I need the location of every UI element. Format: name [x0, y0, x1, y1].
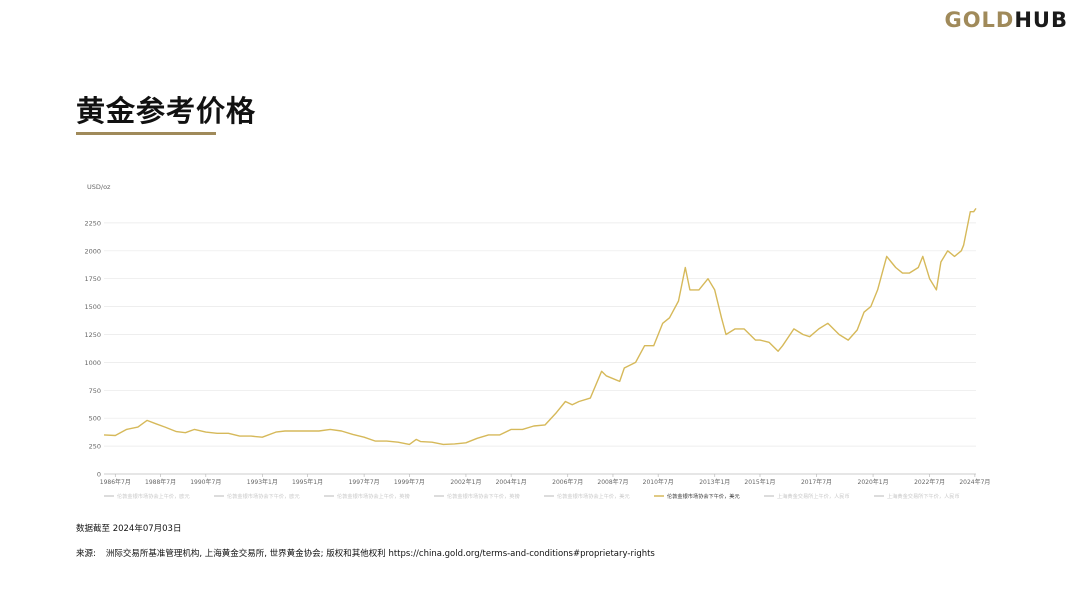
- logo-gold-text: GOLD: [944, 8, 1015, 32]
- legend-item-label: 伦敦金银市场协会下午价，欧元: [227, 492, 300, 500]
- x-tick-label: 1990年7月: [190, 478, 221, 486]
- source-text: 洲际交易所基准管理机构, 上海黄金交易所, 世界黄金协会; 版权和其他权利 ht…: [105, 549, 655, 559]
- legend-item-label: 伦敦金银市场协会上午价，欧元: [117, 492, 190, 500]
- title-underline: [76, 132, 216, 135]
- x-tick-label: 1999年7月: [394, 478, 425, 486]
- y-tick-label: 1250: [84, 331, 101, 339]
- y-tick-label: 1500: [84, 303, 101, 311]
- legend-item-label: 伦敦金银市场协会下午价，英镑: [447, 492, 520, 500]
- y-tick-label: 1750: [84, 275, 101, 283]
- x-tick-label: 2002年1月: [450, 478, 481, 486]
- y-tick-label: 1000: [84, 359, 101, 367]
- x-tick-label: 1997年7月: [349, 478, 380, 486]
- legend-item-label: 上海黄金交易所上午价，人民币: [777, 492, 850, 500]
- page-title: 黄金参考价格: [76, 94, 257, 128]
- x-tick-label: 1993年1月: [247, 478, 278, 486]
- y-tick-label: 2250: [84, 219, 101, 227]
- legend-item-label: 伦敦金银市场协会上午价，英镑: [337, 492, 410, 500]
- x-tick-label: 2004年1月: [496, 478, 527, 486]
- legend-item-label: 伦敦金银市场协会下午价，美元: [667, 492, 740, 500]
- x-tick-label: 2010年7月: [643, 478, 674, 486]
- x-tick-label: 2013年1月: [699, 478, 730, 486]
- source-label: 来源:: [76, 549, 96, 559]
- y-tick-label: 500: [89, 415, 101, 423]
- source-note: 来源: 洲际交易所基准管理机构, 上海黄金交易所, 世界黄金协会; 版权和其他权利…: [76, 547, 655, 559]
- legend-item-label: 伦敦金银市场协会上午价，美元: [557, 492, 630, 500]
- x-tick-label: 1988年7月: [145, 478, 176, 486]
- goldhub-logo: GOLDHUB: [944, 8, 1068, 32]
- logo-hub-text: HUB: [1014, 8, 1068, 32]
- series-line: [103, 207, 977, 446]
- x-tick-label: 1995年1月: [292, 478, 323, 486]
- legend-item-label: 上海黄金交易所下午价，人民币: [887, 492, 960, 500]
- x-tick-label: 2024年7月: [959, 478, 990, 486]
- y-tick-label: 2000: [84, 247, 101, 255]
- x-tick-label: 2017年7月: [801, 478, 832, 486]
- gold-price-chart: USD/oz 0 250 500 750 1000 1250 1500 1750 2000 2250…: [84, 183, 990, 500]
- x-tick-label: 2020年1月: [858, 478, 889, 486]
- x-tick-label: 1986年7月: [100, 478, 131, 486]
- y-tick-label: 250: [89, 443, 101, 451]
- x-tick-label: 2008年7月: [597, 478, 628, 486]
- y-axis-label: USD/oz: [87, 183, 111, 191]
- y-tick-label: 750: [89, 387, 101, 395]
- x-tick-label: 2022年7月: [914, 478, 945, 486]
- data-date-note: 数据截至 2024年07月03日: [76, 524, 182, 534]
- x-tick-label: 2015年1月: [744, 478, 775, 486]
- x-tick-label: 2006年7月: [552, 478, 583, 486]
- y-tick-label: 0: [97, 471, 101, 479]
